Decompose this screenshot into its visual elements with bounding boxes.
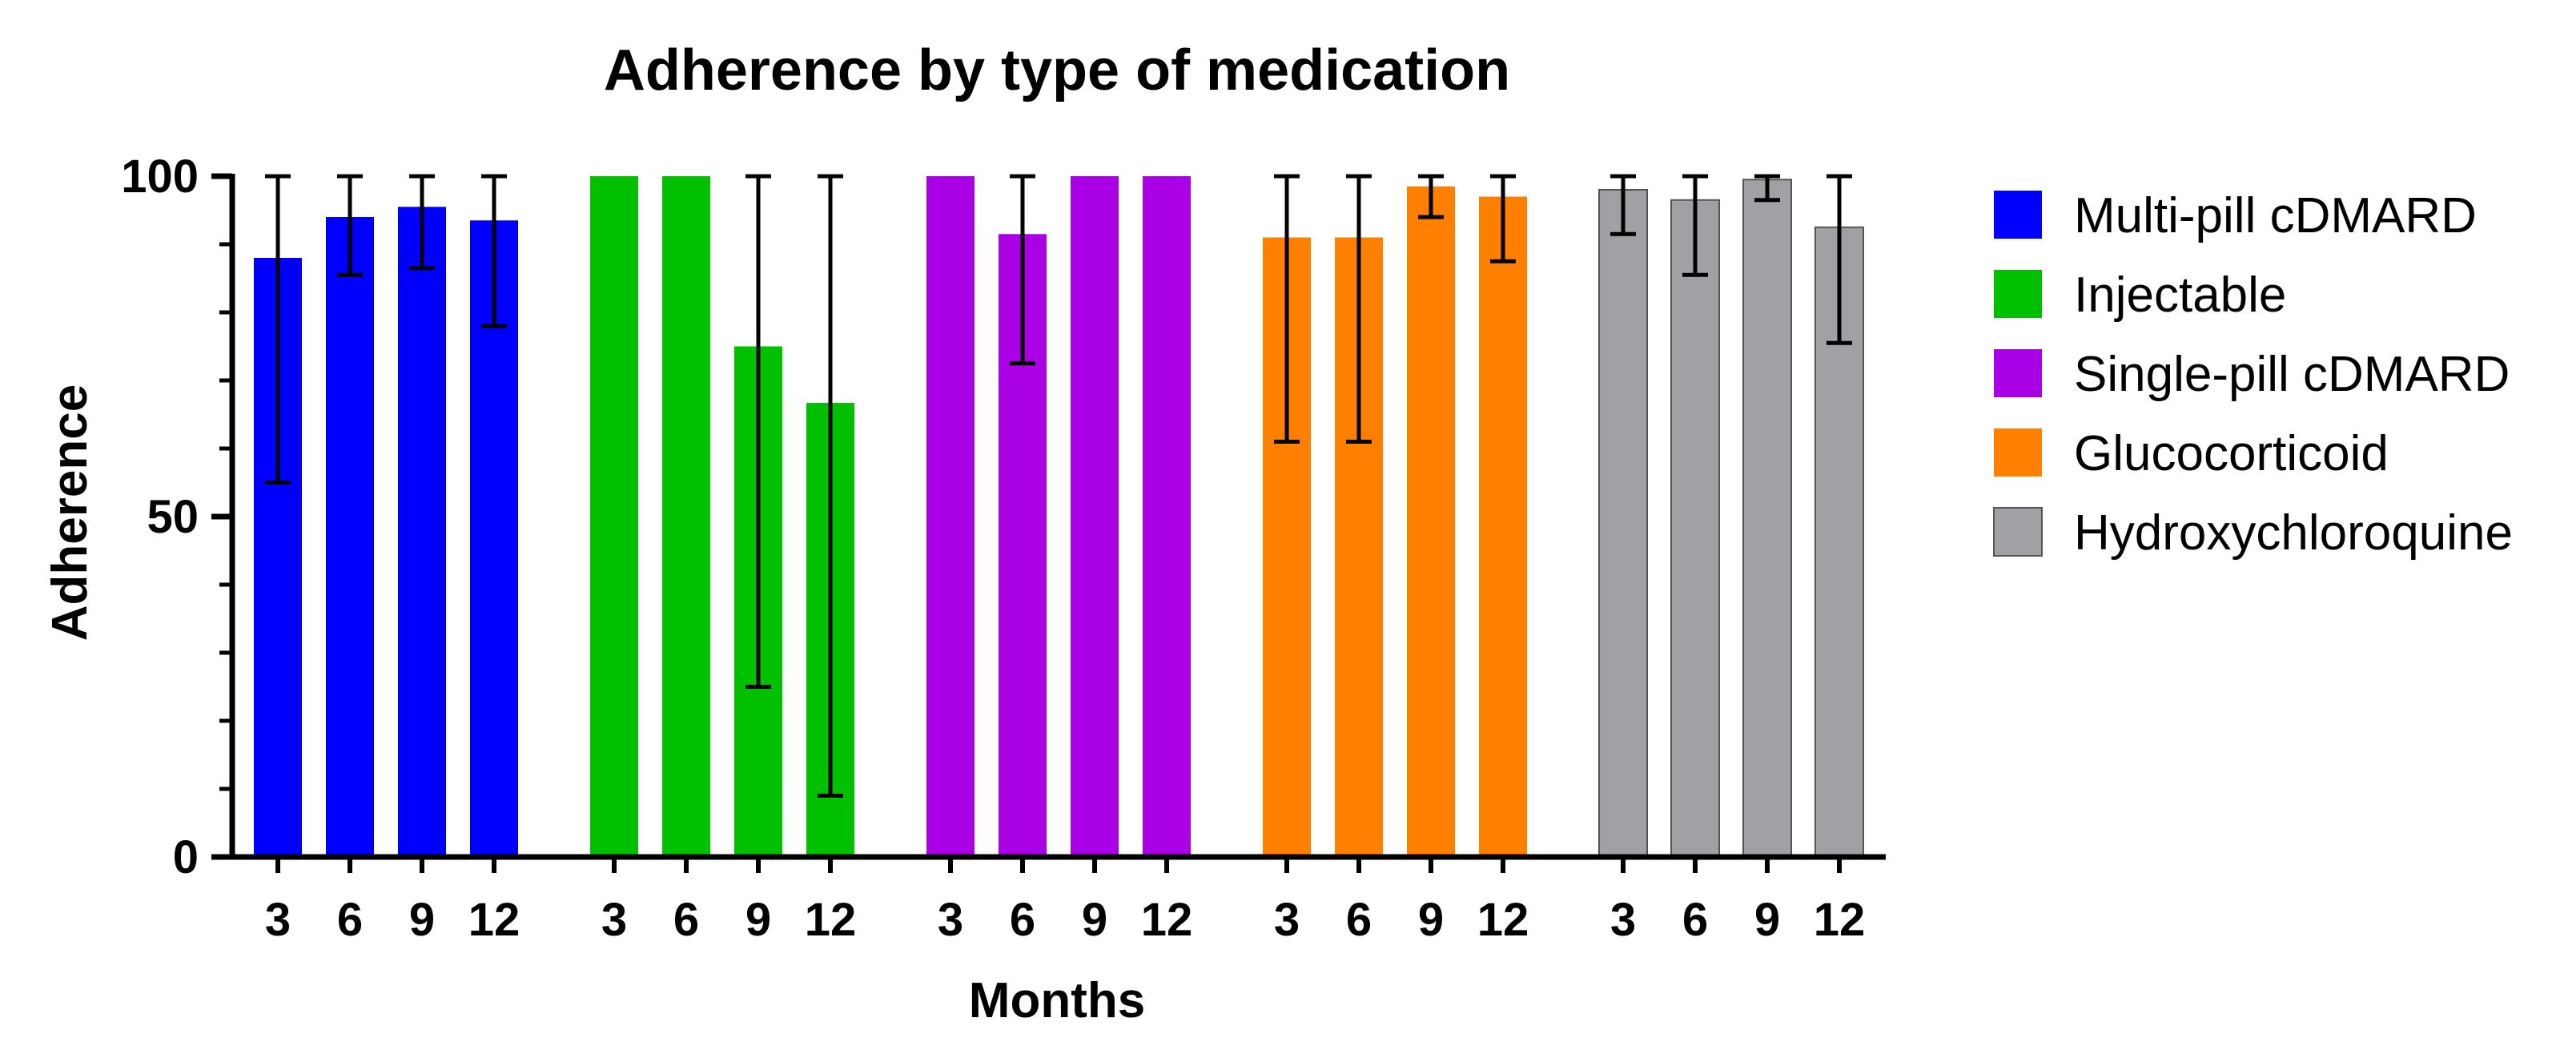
legend-swatch [1994, 428, 2042, 477]
y-tick-label: 100 [121, 151, 199, 203]
error-bar-multi-pill-cdmard-6 [337, 174, 363, 277]
x-tick-label: 3 [601, 894, 627, 946]
bar-single-pill-cdmard-3 [926, 176, 975, 857]
legend-item-hydroxychloroquine: Hydroxychloroquine [1993, 505, 2513, 561]
legend-label: Glucocorticoid [2074, 426, 2389, 481]
x-tick-label: 9 [745, 894, 771, 946]
x-tick-label: 12 [1814, 894, 1866, 946]
x-tick-label: 9 [1754, 894, 1780, 946]
x-tick-label: 12 [805, 894, 857, 946]
error-bar-hydroxychloroquine-12 [1827, 174, 1852, 345]
error-bar-hydroxychloroquine-3 [1610, 174, 1636, 236]
x-tick-label: 3 [938, 894, 963, 946]
legend: Multi-pill cDMARD Injectable Single-pill c… [1993, 188, 2513, 561]
y-tick-label: 50 [147, 491, 199, 543]
x-tick-label: 6 [337, 894, 363, 946]
legend-swatch [1994, 349, 2042, 397]
legend-label: Injectable [2074, 268, 2286, 323]
error-bar-glucocorticoid-12 [1490, 174, 1516, 263]
x-tick-label: 6 [1010, 894, 1035, 946]
x-tick-label: 3 [1274, 894, 1300, 946]
error-bar-glucocorticoid-3 [1274, 174, 1300, 444]
y-axis-title: Adherence [42, 384, 98, 641]
y-tick-label: 0 [173, 831, 199, 883]
x-tick-label: 6 [673, 894, 699, 946]
x-tick-label: 9 [1082, 894, 1107, 946]
x-tick-label: 12 [468, 894, 520, 946]
bar-single-pill-cdmard-9 [1071, 176, 1119, 857]
bar-hydroxychloroquine-6 [1670, 199, 1720, 858]
x-tick-label: 12 [1477, 894, 1529, 946]
legend-label: Multi-pill cDMARD [2074, 188, 2477, 243]
bar-injectable-3 [590, 176, 638, 857]
error-bar-injectable-12 [818, 174, 843, 798]
error-bar-glucocorticoid-9 [1418, 174, 1444, 219]
error-bars-layer [265, 174, 1852, 798]
bar-hydroxychloroquine-9 [1742, 179, 1792, 858]
legend-item-multi-pill-cdmard: Multi-pill cDMARD [1994, 188, 2477, 243]
error-bar-injectable-9 [745, 174, 771, 689]
error-bar-multi-pill-cdmard-9 [409, 174, 435, 271]
error-bar-multi-pill-cdmard-3 [265, 174, 291, 485]
error-bar-single-pill-cdmard-6 [1010, 174, 1035, 366]
bar-multi-pill-cdmard-6 [326, 217, 374, 857]
bar-hydroxychloroquine-3 [1598, 189, 1648, 858]
legend-item-single-pill-cdmard: Single-pill cDMARD [1994, 347, 2510, 402]
legend-label: Hydroxychloroquine [2074, 505, 2513, 561]
x-axis-title: Months [969, 973, 1145, 1028]
x-tick-label: 6 [1346, 894, 1372, 946]
legend-label: Single-pill cDMARD [2074, 347, 2510, 402]
x-tick-label: 9 [1418, 894, 1444, 946]
legend-swatch [1994, 191, 2042, 239]
bar-glucocorticoid-9 [1407, 186, 1455, 857]
x-tick-label: 3 [265, 894, 291, 946]
x-tick-label: 12 [1141, 894, 1193, 946]
error-bar-hydroxychloroquine-9 [1754, 174, 1780, 203]
legend-swatch [1993, 507, 2043, 557]
axes-layer [211, 173, 1886, 873]
bar-single-pill-cdmard-12 [1143, 176, 1191, 857]
bar-multi-pill-cdmard-9 [398, 207, 446, 857]
bar-glucocorticoid-12 [1479, 196, 1527, 857]
error-bar-glucocorticoid-6 [1346, 174, 1372, 444]
legend-swatch [1994, 270, 2042, 318]
x-tick-label: 3 [1610, 894, 1636, 946]
legend-item-glucocorticoid: Glucocorticoid [1994, 426, 2389, 481]
bar-injectable-6 [662, 176, 710, 857]
error-bar-hydroxychloroquine-6 [1682, 174, 1708, 277]
x-tick-label: 6 [1682, 894, 1708, 946]
chart-title: Adherence by type of medication [604, 38, 1510, 103]
legend-item-injectable: Injectable [1994, 268, 2286, 323]
error-bar-multi-pill-cdmard-12 [481, 174, 507, 328]
x-tick-label: 9 [409, 894, 435, 946]
